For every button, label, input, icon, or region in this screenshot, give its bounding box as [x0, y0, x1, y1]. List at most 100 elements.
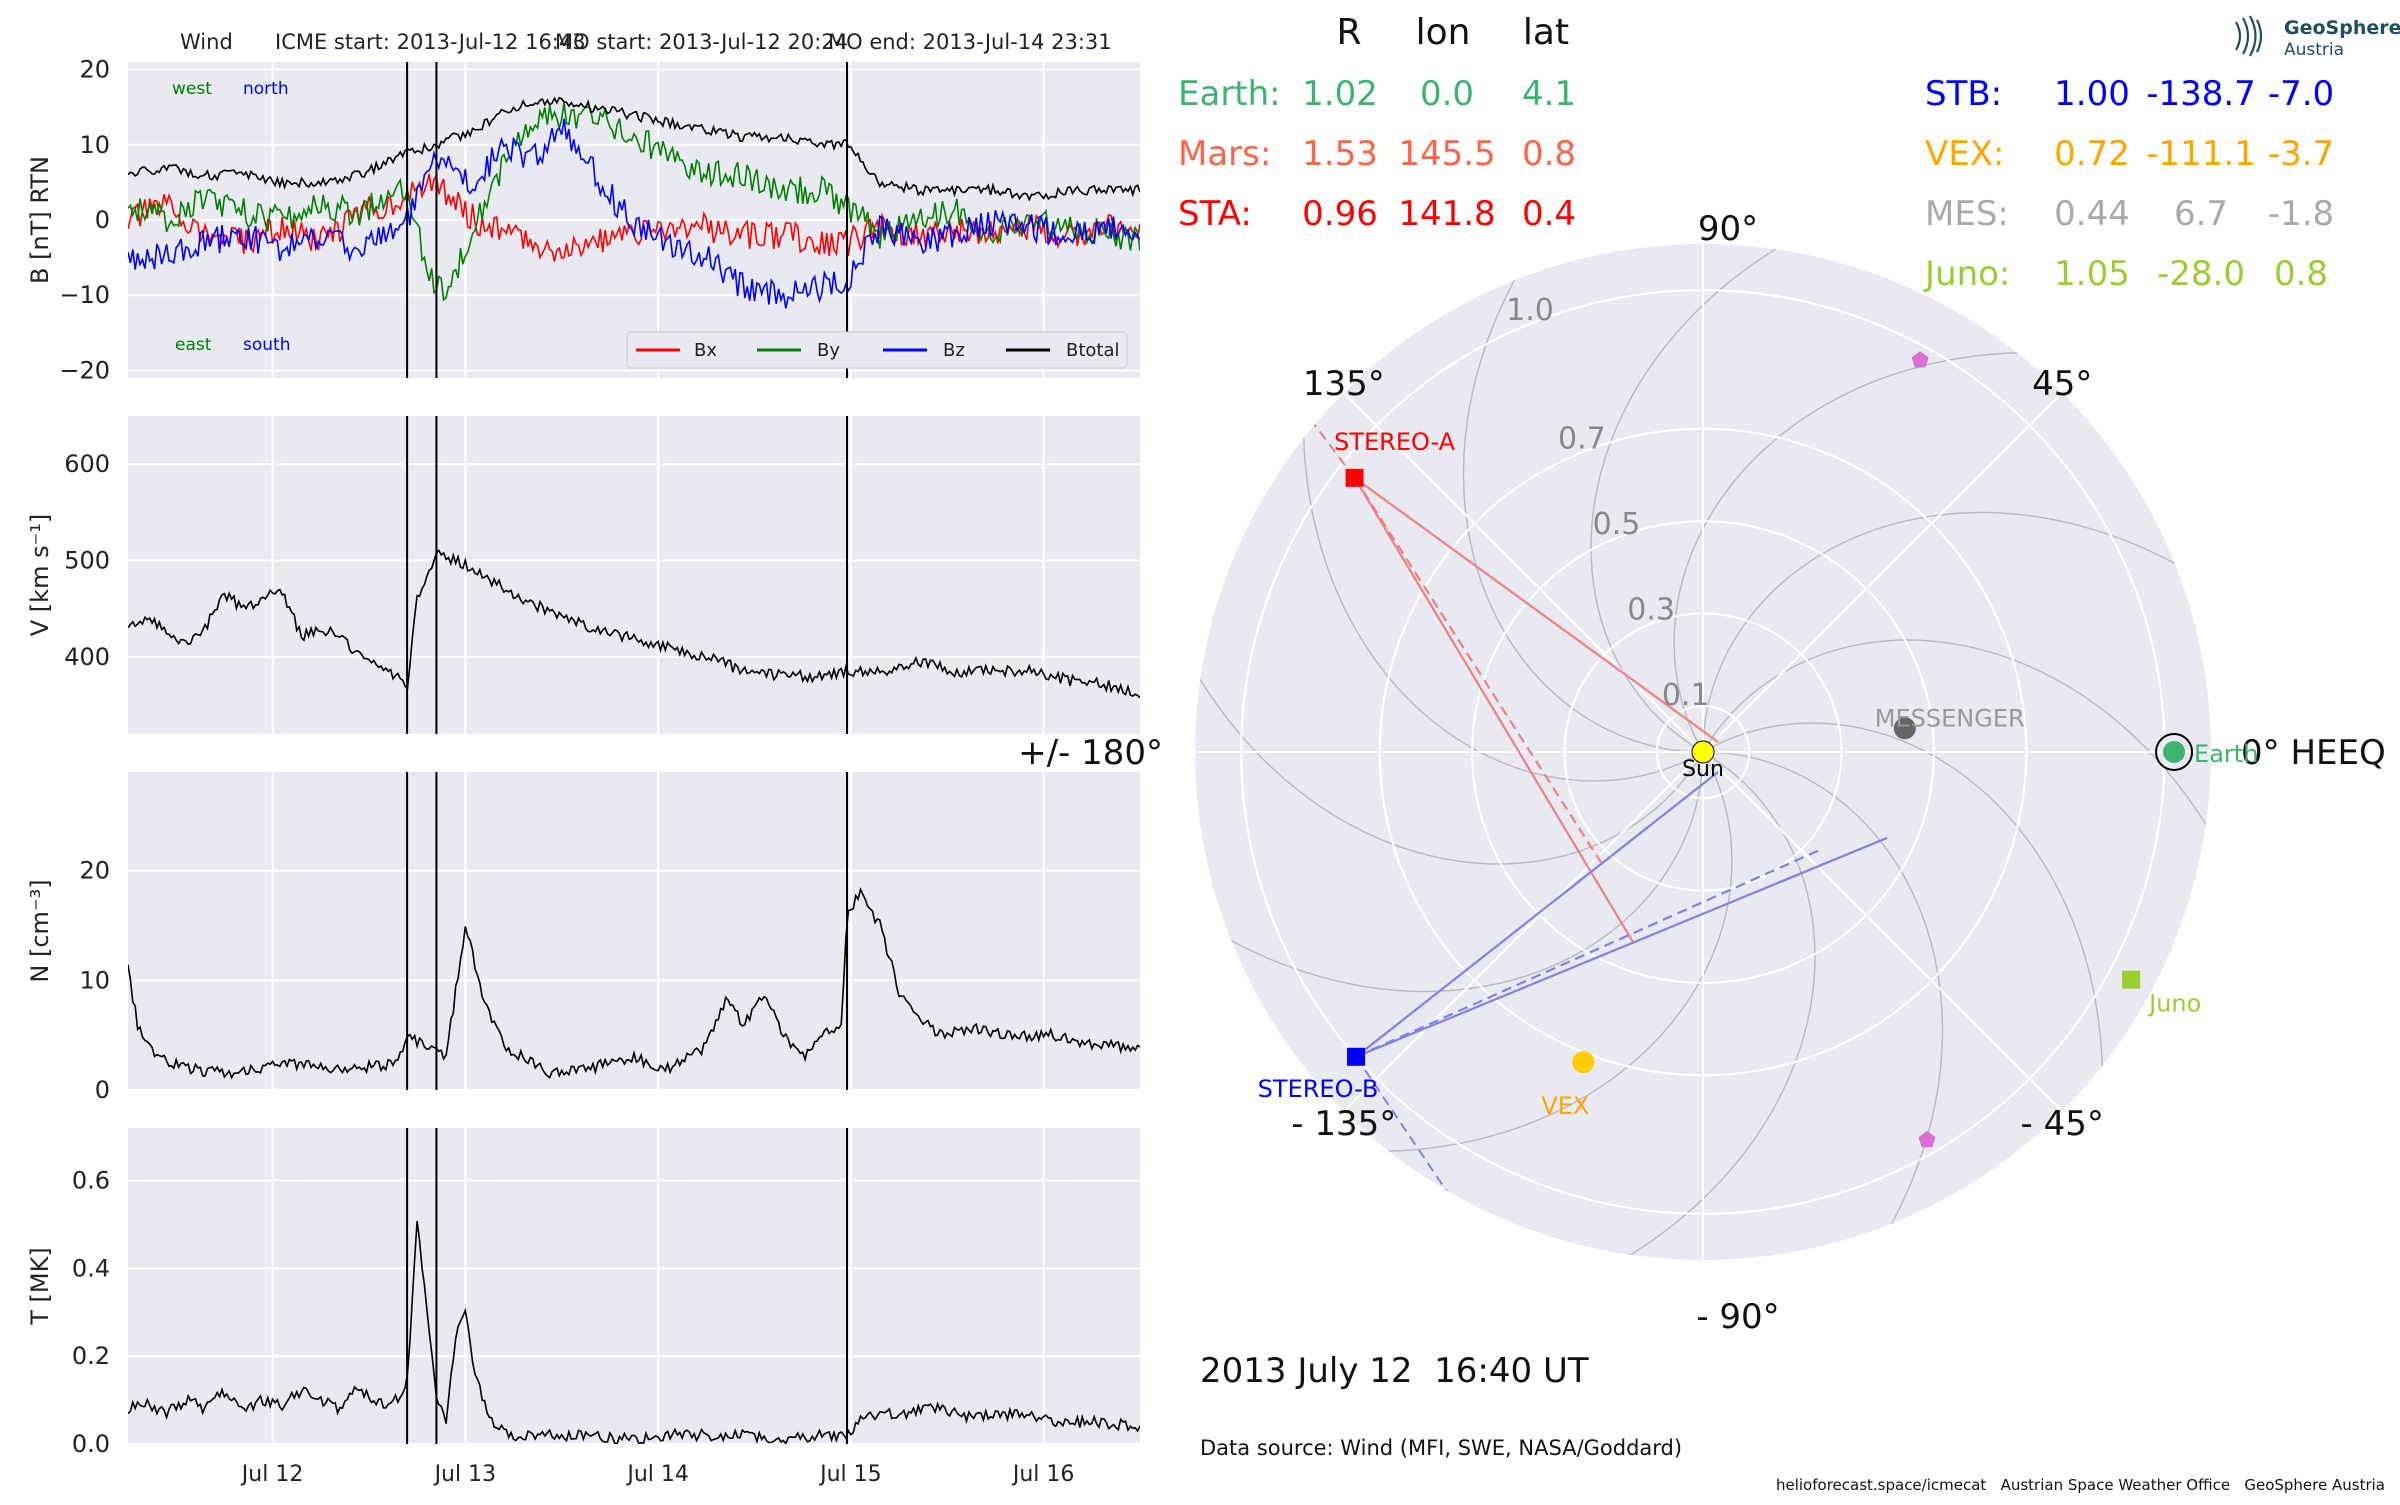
geosphere-logo: GeoSphere Austria: [2235, 15, 2400, 60]
angle-label: - 90°: [1696, 1297, 1779, 1337]
y-tick-label: 0: [95, 206, 110, 234]
spiral-line: [1348, 751, 1733, 1153]
y-tick-label: 500: [64, 547, 110, 575]
table-cell: 0.8: [2274, 254, 2328, 294]
vex-marker: [1572, 1051, 1595, 1074]
spiral-line: [1196, 751, 1704, 993]
table-row: VEX: 0.72 -111.1 -3.7: [1925, 134, 2334, 174]
table-cell: -3.7: [2268, 134, 2334, 174]
angle-label: - 135°: [1291, 1104, 1396, 1144]
y-tick-label: 10: [79, 131, 110, 159]
angle-label: 90°: [1698, 209, 1758, 249]
table-header-lon: lon: [1416, 12, 1471, 53]
body-sun: Sun: [1682, 740, 1724, 782]
logo-line2: Austria: [2284, 40, 2344, 60]
header-mo-start: MO start: 2013-Jul-12 20:24: [555, 30, 848, 54]
table-cell: 0.72: [2054, 134, 2130, 174]
header-icme-start: ICME start: 2013-Jul-12 16:43: [275, 30, 586, 54]
legend-bz: Bz: [943, 340, 965, 361]
x-tick-label: Jul 15: [818, 1462, 882, 1487]
stereo-a-label: STEREO-A: [1334, 428, 1456, 456]
y-tick-label: 0.4: [72, 1254, 110, 1282]
y-tick-label: −10: [59, 281, 110, 309]
temperature-y-label: T [MK]: [26, 1247, 54, 1325]
table-header-lat: lat: [1523, 12, 1569, 53]
field-line: [1353, 476, 1719, 743]
x-tick-label: Jul 16: [1011, 1462, 1075, 1487]
field-line: [1353, 477, 1606, 870]
header-mission: Wind: [180, 30, 233, 54]
x-tick-label: Jul 14: [625, 1462, 689, 1487]
spiral-line: [1462, 245, 1704, 753]
y-tick-label: 0: [95, 1076, 110, 1104]
y-tick-label: 400: [64, 643, 110, 671]
polar-plot: 0.1 0.3 0.5 0.7 1.0 0° HEEQ 45° 90° 135° +/- 180°…: [1018, 209, 2386, 1337]
juno-marker: [2122, 970, 2141, 989]
legend-box: [626, 331, 1128, 369]
annotation-south: south: [243, 335, 290, 355]
vex-label: VEX: [1541, 1092, 1589, 1120]
earth-ring: [2155, 733, 2194, 771]
header-mo-end: MO end: 2013-Jul-14 23:31: [828, 30, 1112, 54]
sun-label: Sun: [1682, 757, 1724, 782]
table-cell: Earth:: [1178, 74, 1281, 114]
messenger-label: MESSENGER: [1875, 704, 2025, 732]
y-tick-label: 20: [79, 857, 110, 885]
angle-label: 45°: [2032, 364, 2092, 404]
annotation-north: north: [243, 79, 289, 99]
velocity-panel-bg: [128, 416, 1140, 734]
table-cell: 141.8: [1398, 194, 1495, 234]
y-tick-label: 20: [79, 56, 110, 84]
b-legend: Bx By Bz Btotal: [626, 331, 1128, 369]
logo-line1: GeoSphere: [2284, 17, 2400, 39]
spiral-line: [1595, 751, 1816, 1260]
stereo-a-marker: [1345, 468, 1364, 487]
body-pentagon-1: [1911, 351, 1929, 368]
angle-label: 135°: [1303, 364, 1385, 404]
table-cell: 145.5: [1398, 134, 1495, 174]
body-pentagon-2: [1918, 1130, 1936, 1148]
table-cell: -111.1: [2146, 134, 2256, 174]
legend-btotal: Btotal: [1066, 340, 1120, 361]
table-cell: -1.8: [2268, 194, 2334, 234]
angle-grid: [1343, 751, 1704, 1112]
spiral-line: [1195, 644, 1704, 865]
series-v: [128, 549, 1140, 699]
table-header-r: R: [1336, 12, 1361, 53]
series-n: [128, 887, 1140, 1080]
table-cell: 1.00: [2054, 74, 2130, 114]
table-cell: 4.1: [1522, 74, 1576, 114]
series-t: [128, 1220, 1140, 1444]
body-earth: Earth: [2155, 733, 2258, 771]
y-tick-label: −20: [59, 356, 110, 384]
footer-credits: helioforecast.space/icmecat Austrian Spa…: [1776, 1476, 2385, 1494]
table-row: Mars: 1.53 145.5 0.8: [1178, 134, 1576, 174]
x-tick-label: Jul 13: [433, 1462, 497, 1487]
temperature-panel: Jul 12 Jul 13 Jul 14 Jul 15 Jul 16 0.0 0.2 0.4 0…: [26, 1128, 1140, 1487]
spiral-line: [1302, 397, 1704, 782]
b-field-y-label: B [nT] RTN: [26, 156, 54, 284]
table-cell: STB:: [1925, 74, 2002, 114]
body-stereo-b: STEREO-B: [1258, 1047, 1378, 1103]
table-cell: 0.96: [1302, 194, 1378, 234]
earth-label: Earth: [2194, 740, 2258, 768]
body-stereo-a: STEREO-A: [1334, 428, 1456, 487]
table-cell: 0.8: [1522, 134, 1576, 174]
table-row: STA: 0.96 141.8 0.4: [1178, 194, 1576, 234]
field-line: [1355, 848, 1821, 1058]
density-panel-bg: [128, 772, 1140, 1090]
table-cell: 0.44: [2054, 194, 2130, 234]
table-cell: -7.0: [2268, 74, 2334, 114]
table-cell: 1.05: [2054, 254, 2130, 294]
radial-tick-label: 0.5: [1593, 507, 1641, 542]
table-cell: -138.7: [2146, 74, 2256, 114]
angle-label: +/- 180°: [1018, 733, 1163, 773]
annotation-west: west: [172, 79, 212, 99]
b-field-panel: 20 10 0 −10 −20 B [nT] RTN: [26, 56, 1140, 384]
density-y-label: N [cm⁻³]: [26, 879, 54, 982]
spiral-line: [1702, 511, 2210, 753]
table-cell: MES:: [1925, 194, 2009, 234]
field-line: [1353, 477, 1635, 944]
